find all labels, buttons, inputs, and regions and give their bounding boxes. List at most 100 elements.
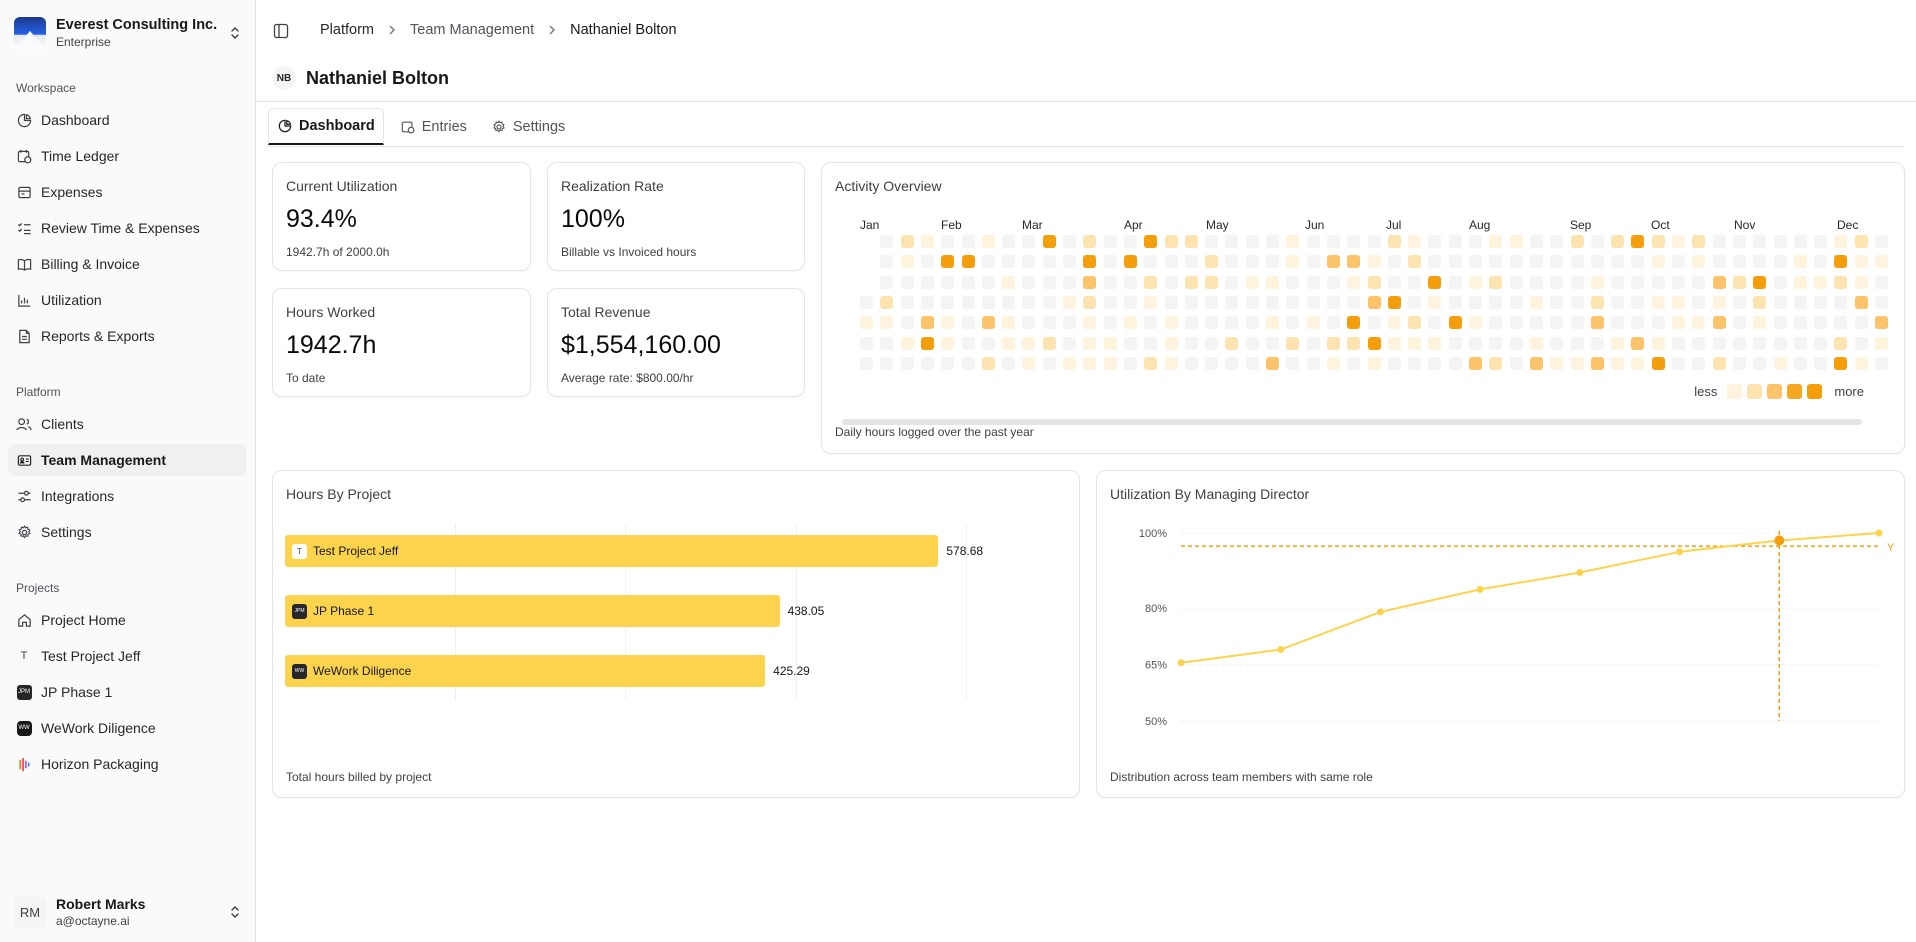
heatmap-cell[interactable] [1773, 316, 1787, 330]
heatmap-cell[interactable] [1611, 275, 1625, 289]
heatmap-cell[interactable] [1854, 275, 1868, 289]
heatmap-cell[interactable] [1022, 316, 1036, 330]
heatmap-cell[interactable] [1793, 336, 1807, 350]
bar[interactable]: T Test Project Jeff [285, 535, 939, 567]
heatmap-cell[interactable] [1448, 255, 1462, 269]
heatmap-cell[interactable] [1773, 235, 1787, 248]
heatmap-cell[interactable] [1367, 356, 1381, 370]
heatmap-cell[interactable] [1002, 275, 1016, 289]
heatmap-cell[interactable] [1245, 255, 1259, 269]
heatmap-cell[interactable] [981, 275, 995, 289]
heatmap-cell[interactable] [1611, 356, 1625, 370]
heatmap-cell[interactable] [1408, 295, 1422, 309]
heatmap-cell[interactable] [1611, 316, 1625, 330]
heatmap-cell[interactable] [1529, 275, 1543, 289]
heatmap-cell[interactable] [1387, 316, 1401, 330]
breadcrumb-team-management[interactable]: Team Management [410, 22, 535, 38]
heatmap-cell[interactable] [1773, 336, 1787, 350]
heatmap-cell[interactable] [1773, 255, 1787, 269]
heatmap-cell[interactable] [1672, 235, 1685, 248]
heatmap-cell[interactable] [1814, 255, 1828, 269]
heatmap-cell[interactable] [1631, 356, 1645, 370]
heatmap-cell[interactable] [1408, 235, 1422, 248]
heatmap-cell[interactable] [1509, 316, 1523, 330]
sidebar-item-reports-exports[interactable]: Reports & Exports [8, 320, 246, 352]
heatmap-cell[interactable] [1509, 235, 1523, 248]
heatmap-cell[interactable] [1326, 295, 1340, 309]
heatmap-cell[interactable] [1123, 275, 1137, 289]
heatmap-cell[interactable] [1469, 235, 1482, 248]
heatmap-cell[interactable] [1144, 235, 1158, 248]
heatmap-cell[interactable] [1428, 336, 1442, 350]
heatmap-cell[interactable] [1875, 316, 1888, 330]
sidebar-toggle-icon[interactable] [273, 23, 289, 39]
heatmap-cell[interactable] [1286, 275, 1300, 289]
heatmap-cell[interactable] [1164, 255, 1178, 269]
heatmap-cell[interactable] [1875, 255, 1888, 269]
heatmap-cell[interactable] [1286, 356, 1300, 370]
heatmap-cell[interactable] [1448, 316, 1462, 330]
heatmap-cell[interactable] [1387, 255, 1401, 269]
heatmap-cell[interactable] [1590, 235, 1604, 248]
heatmap-cell[interactable] [1225, 336, 1239, 350]
heatmap-cell[interactable] [1631, 295, 1645, 309]
heatmap-cell[interactable] [1063, 235, 1076, 248]
heatmap-cell[interactable] [1875, 235, 1888, 248]
heatmap-cell[interactable] [1103, 356, 1117, 370]
heatmap-cell[interactable] [920, 295, 934, 309]
sidebar-item-settings[interactable]: Settings [8, 516, 246, 548]
heatmap-cell[interactable] [1367, 275, 1381, 289]
heatmap-cell[interactable] [981, 295, 995, 309]
heatmap-cell[interactable] [880, 275, 894, 289]
heatmap-cell[interactable] [900, 336, 914, 350]
heatmap-cell[interactable] [1611, 295, 1625, 309]
data-point[interactable] [1875, 529, 1883, 537]
heatmap-cell[interactable] [1144, 255, 1158, 269]
heatmap-cell[interactable] [1103, 235, 1117, 248]
heatmap-cell[interactable] [1814, 356, 1828, 370]
heatmap-cell[interactable] [941, 255, 955, 269]
heatmap-cell[interactable] [1753, 275, 1767, 289]
heatmap-cell[interactable] [1225, 235, 1239, 248]
heatmap-cell[interactable] [1854, 316, 1868, 330]
heatmap-cell[interactable] [1550, 255, 1564, 269]
heatmap-cell[interactable] [1184, 356, 1198, 370]
breadcrumb-platform[interactable]: Platform [320, 22, 374, 38]
heatmap-cell[interactable] [1732, 255, 1746, 269]
heatmap-cell[interactable] [1489, 336, 1503, 350]
heatmap-cell[interactable] [1631, 275, 1645, 289]
heatmap-cell[interactable] [1773, 356, 1787, 370]
heatmap-cell[interactable] [1164, 336, 1178, 350]
heatmap-cell[interactable] [1367, 255, 1381, 269]
heatmap-cell[interactable] [1225, 255, 1239, 269]
heatmap-cell[interactable] [1002, 235, 1016, 248]
heatmap-cell[interactable] [1326, 316, 1340, 330]
heatmap-cell[interactable] [1428, 356, 1442, 370]
user-menu[interactable]: RM Robert Marks a@octayne.ai [14, 893, 242, 931]
heatmap-cell[interactable] [880, 316, 894, 330]
heatmap-cell[interactable] [1266, 316, 1279, 330]
heatmap-cell[interactable] [1712, 235, 1726, 248]
heatmap-cell[interactable] [1063, 255, 1076, 269]
heatmap-cell[interactable] [1469, 356, 1482, 370]
heatmap-cell[interactable] [1245, 275, 1259, 289]
heatmap-cell[interactable] [1550, 356, 1564, 370]
heatmap-cell[interactable] [1205, 255, 1219, 269]
heatmap-cell[interactable] [1164, 356, 1178, 370]
heatmap-cell[interactable] [1590, 275, 1604, 289]
heatmap-cell[interactable] [1651, 255, 1665, 269]
heatmap-cell[interactable] [1875, 275, 1888, 289]
heatmap-cell[interactable] [1083, 275, 1097, 289]
heatmap-cell[interactable] [1509, 295, 1523, 309]
heatmap-cell[interactable] [1205, 316, 1219, 330]
heatmap-cell[interactable] [1103, 316, 1117, 330]
heatmap-cell[interactable] [1753, 235, 1767, 248]
heatmap-cell[interactable] [1814, 295, 1828, 309]
heatmap-cell[interactable] [1347, 356, 1361, 370]
heatmap-cell[interactable] [1590, 255, 1604, 269]
sidebar-item-test-project-jeff[interactable]: T Test Project Jeff [8, 640, 246, 672]
heatmap-cell[interactable] [941, 356, 955, 370]
heatmap-cell[interactable] [1164, 316, 1178, 330]
heatmap-cell[interactable] [1022, 295, 1036, 309]
heatmap-cell[interactable] [961, 255, 975, 269]
